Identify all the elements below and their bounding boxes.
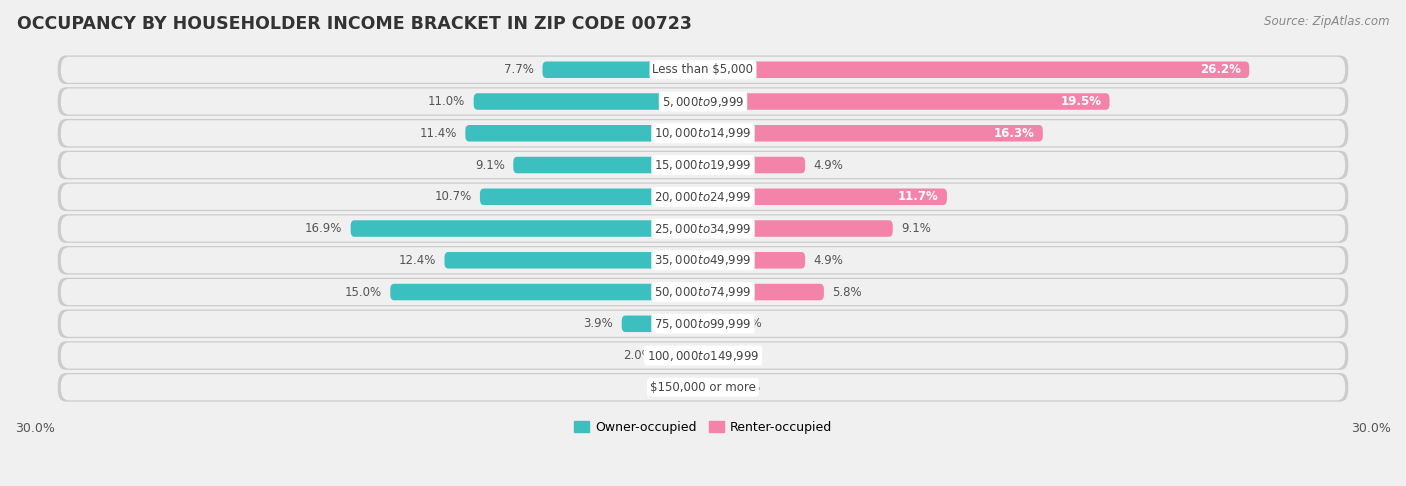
FancyBboxPatch shape (60, 184, 1346, 210)
Text: 11.0%: 11.0% (427, 95, 465, 108)
Text: 0.56%: 0.56% (723, 381, 761, 394)
Text: 1.0%: 1.0% (733, 317, 762, 330)
FancyBboxPatch shape (479, 189, 703, 205)
FancyBboxPatch shape (703, 93, 1109, 110)
Text: 5.8%: 5.8% (832, 286, 862, 298)
FancyBboxPatch shape (703, 189, 946, 205)
Text: 30.0%: 30.0% (15, 422, 55, 435)
Text: $50,000 to $74,999: $50,000 to $74,999 (654, 285, 752, 299)
Text: 16.3%: 16.3% (994, 127, 1035, 140)
Text: $100,000 to $149,999: $100,000 to $149,999 (647, 348, 759, 363)
Text: 16.9%: 16.9% (305, 222, 342, 235)
FancyBboxPatch shape (58, 182, 1348, 211)
Text: Less than $5,000: Less than $5,000 (652, 63, 754, 76)
Text: 10.7%: 10.7% (434, 191, 471, 203)
Text: 9.1%: 9.1% (901, 222, 931, 235)
FancyBboxPatch shape (703, 125, 1043, 141)
FancyBboxPatch shape (60, 57, 1346, 83)
FancyBboxPatch shape (703, 157, 806, 174)
FancyBboxPatch shape (58, 119, 1348, 148)
FancyBboxPatch shape (58, 246, 1348, 275)
FancyBboxPatch shape (58, 373, 1348, 401)
Text: $15,000 to $19,999: $15,000 to $19,999 (654, 158, 752, 172)
FancyBboxPatch shape (703, 252, 806, 269)
FancyBboxPatch shape (621, 315, 703, 332)
Text: $150,000 or more: $150,000 or more (650, 381, 756, 394)
Text: 9.1%: 9.1% (475, 158, 505, 172)
Text: $10,000 to $14,999: $10,000 to $14,999 (654, 126, 752, 140)
FancyBboxPatch shape (703, 220, 893, 237)
FancyBboxPatch shape (60, 88, 1346, 115)
Text: $25,000 to $34,999: $25,000 to $34,999 (654, 222, 752, 236)
FancyBboxPatch shape (58, 310, 1348, 338)
FancyBboxPatch shape (58, 87, 1348, 116)
FancyBboxPatch shape (661, 347, 703, 364)
Text: 4.9%: 4.9% (814, 158, 844, 172)
FancyBboxPatch shape (60, 120, 1346, 146)
FancyBboxPatch shape (465, 125, 703, 141)
FancyBboxPatch shape (58, 55, 1348, 84)
Text: 11.7%: 11.7% (898, 191, 939, 203)
FancyBboxPatch shape (60, 374, 1346, 400)
FancyBboxPatch shape (703, 379, 714, 396)
FancyBboxPatch shape (58, 214, 1348, 243)
FancyBboxPatch shape (60, 152, 1346, 178)
FancyBboxPatch shape (350, 220, 703, 237)
FancyBboxPatch shape (58, 151, 1348, 179)
Text: 11.4%: 11.4% (419, 127, 457, 140)
Text: $75,000 to $99,999: $75,000 to $99,999 (654, 317, 752, 331)
Legend: Owner-occupied, Renter-occupied: Owner-occupied, Renter-occupied (568, 416, 838, 439)
Text: 2.0%: 2.0% (623, 349, 652, 362)
Text: 7.7%: 7.7% (505, 63, 534, 76)
Text: 4.9%: 4.9% (814, 254, 844, 267)
FancyBboxPatch shape (703, 62, 1249, 78)
FancyBboxPatch shape (60, 279, 1346, 305)
Text: 12.4%: 12.4% (399, 254, 436, 267)
FancyBboxPatch shape (58, 278, 1348, 306)
Text: 30.0%: 30.0% (1351, 422, 1391, 435)
FancyBboxPatch shape (60, 215, 1346, 242)
FancyBboxPatch shape (58, 341, 1348, 370)
FancyBboxPatch shape (543, 62, 703, 78)
Text: $35,000 to $49,999: $35,000 to $49,999 (654, 253, 752, 267)
FancyBboxPatch shape (444, 252, 703, 269)
FancyBboxPatch shape (703, 284, 824, 300)
Text: 0.0%: 0.0% (711, 349, 741, 362)
Text: 19.5%: 19.5% (1060, 95, 1101, 108)
Text: $20,000 to $24,999: $20,000 to $24,999 (654, 190, 752, 204)
FancyBboxPatch shape (474, 93, 703, 110)
Text: 26.2%: 26.2% (1199, 63, 1241, 76)
Text: OCCUPANCY BY HOUSEHOLDER INCOME BRACKET IN ZIP CODE 00723: OCCUPANCY BY HOUSEHOLDER INCOME BRACKET … (17, 15, 692, 33)
FancyBboxPatch shape (60, 311, 1346, 337)
Text: $5,000 to $9,999: $5,000 to $9,999 (662, 94, 744, 108)
Text: 15.0%: 15.0% (344, 286, 382, 298)
FancyBboxPatch shape (60, 343, 1346, 368)
FancyBboxPatch shape (513, 157, 703, 174)
FancyBboxPatch shape (391, 284, 703, 300)
Text: 3.9%: 3.9% (583, 317, 613, 330)
Text: Source: ZipAtlas.com: Source: ZipAtlas.com (1264, 15, 1389, 28)
FancyBboxPatch shape (60, 247, 1346, 273)
FancyBboxPatch shape (703, 315, 724, 332)
